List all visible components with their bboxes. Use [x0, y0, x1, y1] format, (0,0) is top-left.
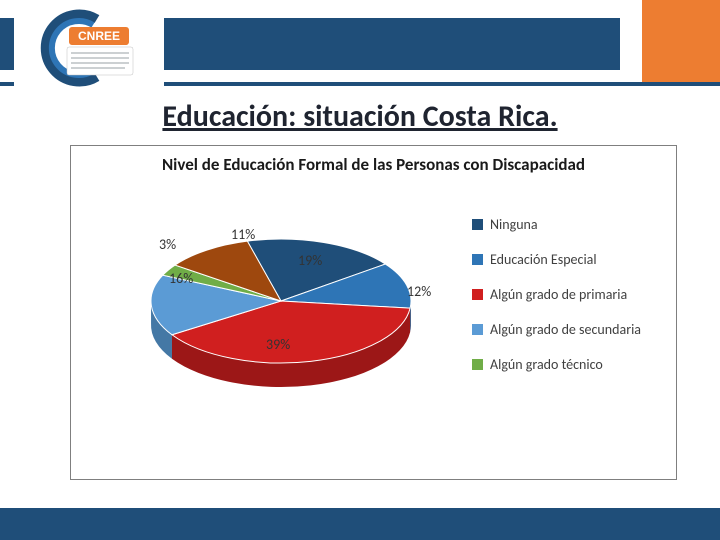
- slide-title: Educación: situación Costa Rica.: [0, 98, 720, 135]
- svg-text:CNREE: CNREE: [78, 29, 120, 43]
- legend-label: Algún grado técnico: [490, 356, 603, 373]
- legend-label: Algún grado de secundaria: [490, 321, 641, 338]
- percent-label: 11%: [231, 226, 255, 243]
- legend-item: Algún grado de secundaria: [472, 321, 662, 338]
- legend-swatch: [472, 219, 483, 230]
- legend-label: Algún grado de primaria: [490, 286, 627, 303]
- pie-chart: 19% 12% 39% 16% 3% 11%: [81, 206, 461, 466]
- legend-label: Ninguna: [490, 216, 538, 233]
- percent-label: 39%: [266, 336, 290, 353]
- legend-item: Algún grado de primaria: [472, 286, 662, 303]
- legend-swatch: [472, 359, 483, 370]
- footer-band: [0, 508, 720, 540]
- percent-label: 16%: [169, 270, 193, 287]
- legend-item: Algún grado técnico: [472, 356, 662, 373]
- legend-swatch: [472, 289, 483, 300]
- legend: Ninguna Educación Especial Algún grado de …: [472, 216, 662, 391]
- legend-item: Ninguna: [472, 216, 662, 233]
- percent-label: 3%: [159, 236, 176, 253]
- logo: CNREE: [14, 6, 164, 90]
- legend-swatch: [472, 254, 483, 265]
- logo-svg: CNREE: [19, 9, 159, 87]
- chart-frame: Nivel de Educación Formal de las Persona…: [70, 145, 677, 480]
- legend-swatch: [472, 324, 483, 335]
- chart-title: Nivel de Educación Formal de las Persona…: [71, 146, 676, 175]
- percent-label: 19%: [298, 252, 322, 269]
- legend-item: Educación Especial: [472, 251, 662, 268]
- header-accent: [642, 0, 720, 86]
- percent-label: 12%: [407, 283, 431, 300]
- legend-label: Educación Especial: [490, 251, 597, 268]
